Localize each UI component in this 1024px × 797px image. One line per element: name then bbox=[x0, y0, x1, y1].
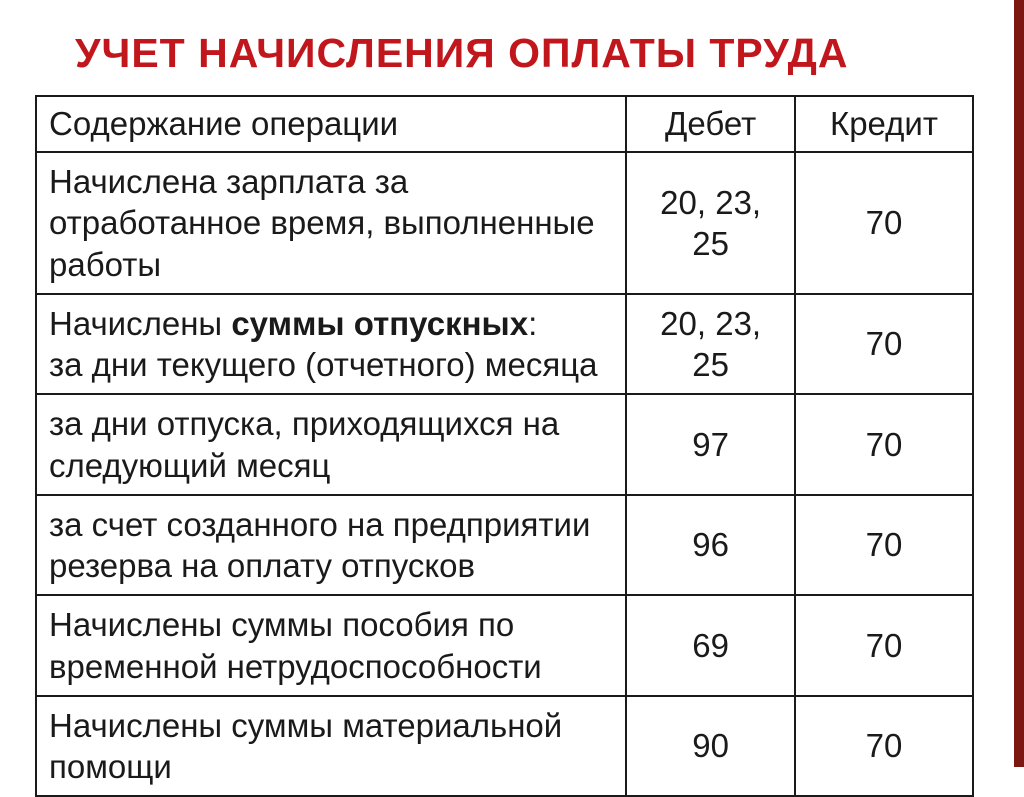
cell-debit: 20, 23, 25 bbox=[626, 152, 795, 294]
op-text: Начислены суммы пособия по временной нет… bbox=[49, 606, 542, 684]
cell-credit: 70 bbox=[795, 595, 973, 696]
cell-debit: 96 bbox=[626, 495, 795, 596]
op-text: за дни отпуска, приходящихся на следующи… bbox=[49, 405, 559, 483]
cell-debit: 90 bbox=[626, 696, 795, 797]
cell-operation: за дни отпуска, приходящихся на следующи… bbox=[36, 394, 626, 495]
table-row: Начислена зарплата за отработанное время… bbox=[36, 152, 973, 294]
cell-operation: Начислена зарплата за отработанное время… bbox=[36, 152, 626, 294]
cell-credit: 70 bbox=[795, 294, 973, 395]
cell-operation: за счет созданного на предприятии резерв… bbox=[36, 495, 626, 596]
cell-debit: 69 bbox=[626, 595, 795, 696]
cell-debit: 97 bbox=[626, 394, 795, 495]
op-text: Начислены суммы материальной помощи bbox=[49, 707, 562, 785]
cell-operation: Начислены суммы пособия по временной нет… bbox=[36, 595, 626, 696]
cell-credit: 70 bbox=[795, 152, 973, 294]
cell-operation: Начислены суммы отпускных: за дни текуще… bbox=[36, 294, 626, 395]
table-row: за дни отпуска, приходящихся на следующи… bbox=[36, 394, 973, 495]
col-header-debit: Дебет bbox=[626, 96, 795, 152]
cell-debit: 20, 23, 25 bbox=[626, 294, 795, 395]
col-header-credit: Кредит bbox=[795, 96, 973, 152]
table-row: Начислены суммы отпускных: за дни текуще… bbox=[36, 294, 973, 395]
page-title: УЧЕТ НАЧИСЛЕНИЯ ОПЛАТЫ ТРУДА bbox=[75, 30, 974, 77]
cell-credit: 70 bbox=[795, 495, 973, 596]
slide-content: УЧЕТ НАЧИСЛЕНИЯ ОПЛАТЫ ТРУДА Содержание … bbox=[0, 0, 1024, 797]
op-text: Начислены bbox=[49, 305, 231, 342]
op-text-bold: суммы отпускных bbox=[231, 305, 528, 342]
table-row: за счет созданного на предприятии резерв… bbox=[36, 495, 973, 596]
cell-operation: Начислены суммы материальной помощи bbox=[36, 696, 626, 797]
table-header-row: Содержание операции Дебет Кредит bbox=[36, 96, 973, 152]
op-text: за счет созданного на предприятии резерв… bbox=[49, 506, 590, 584]
cell-credit: 70 bbox=[795, 394, 973, 495]
table-row: Начислены суммы материальной помощи 9070 bbox=[36, 696, 973, 797]
col-header-operation: Содержание операции bbox=[36, 96, 626, 152]
op-text: Начислена зарплата за отработанное время… bbox=[49, 163, 595, 283]
accent-bar bbox=[1014, 0, 1024, 767]
accounting-table: Содержание операции Дебет Кредит Начисле… bbox=[35, 95, 974, 797]
table-row: Начислены суммы пособия по временной нет… bbox=[36, 595, 973, 696]
cell-credit: 70 bbox=[795, 696, 973, 797]
